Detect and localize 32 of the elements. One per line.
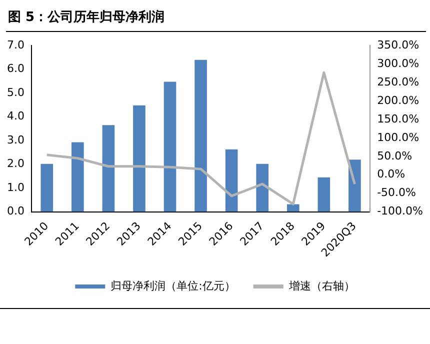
bar [256, 164, 269, 212]
y2-tick-label: -50.0% [377, 186, 416, 200]
bar [40, 164, 54, 212]
legend-label: 增速（右轴） [288, 279, 355, 292]
y-tick-label: 6.0 [6, 62, 24, 76]
y-tick-label: 3.0 [6, 133, 24, 146]
bar [225, 149, 238, 212]
y2-tick-label: 100.0% [377, 130, 420, 144]
y-tick-label: 1.0 [6, 180, 24, 194]
y2-tick-label: -100.0% [377, 204, 424, 218]
y-tick-label: 5.0 [6, 86, 24, 99]
bar [72, 142, 84, 212]
bar [194, 60, 207, 212]
y2-tick-label: 150.0% [377, 112, 420, 126]
bar [133, 105, 146, 212]
y-tick-label: 0.0 [6, 204, 24, 218]
y-tick-label: 2.0 [6, 157, 24, 170]
y2-tick-label: 350.0% [377, 38, 420, 52]
legend-label: 归母净利润（单位:亿元） [110, 279, 236, 292]
bar [286, 204, 300, 212]
y2-tick-label: 50.0% [377, 149, 412, 162]
bar [348, 160, 361, 212]
y2-tick-label: 300.0% [377, 56, 420, 70]
y2-tick-label: 0.0% [377, 168, 406, 181]
y2-tick-label: 250.0% [377, 75, 420, 88]
chart-title: 图 5：公司历年归母净利润 [6, 6, 426, 32]
y-tick-label: 7.0 [6, 38, 24, 52]
y-tick-label: 4.0 [6, 110, 24, 123]
bar [102, 125, 115, 212]
bar [164, 82, 176, 212]
bar [318, 177, 330, 212]
y2-tick-label: 200.0% [377, 94, 420, 107]
